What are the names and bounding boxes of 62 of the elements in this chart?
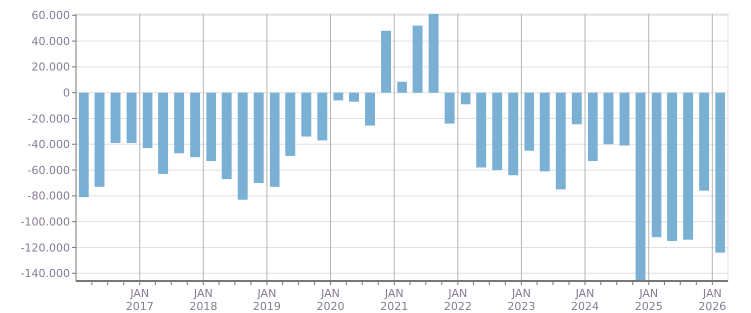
bar	[652, 92, 662, 238]
bar	[699, 92, 710, 191]
bar	[126, 92, 137, 143]
x-tick-label: JAN 2024	[570, 287, 599, 313]
bar	[174, 92, 184, 154]
y-tick-label: -140.000	[20, 267, 70, 280]
x-tick-label: JAN 2022	[444, 287, 472, 313]
bar	[460, 92, 470, 104]
bar	[572, 92, 582, 124]
bar	[301, 92, 312, 137]
bar	[94, 92, 104, 187]
x-tick-label: JAN 2021	[380, 287, 408, 313]
bar	[349, 92, 359, 102]
y-tick-label: 60.000	[32, 9, 70, 22]
y-tick-label: -100.000	[20, 216, 70, 229]
bar	[715, 92, 725, 253]
bar	[683, 92, 694, 240]
bar	[397, 82, 407, 93]
y-tick-label: 0	[63, 86, 70, 100]
bar	[508, 92, 518, 176]
bar	[254, 92, 264, 183]
bar	[285, 92, 296, 156]
bar	[222, 92, 232, 180]
bar	[556, 92, 566, 190]
bar	[110, 92, 121, 143]
bar	[476, 92, 486, 168]
bar	[412, 26, 423, 93]
y-tick-label: -80.000	[28, 190, 70, 203]
bar	[540, 92, 550, 172]
y-tick-label: 20.000	[32, 60, 70, 74]
bar	[365, 92, 376, 126]
x-tick-label: JAN 2023	[507, 287, 536, 313]
x-tick-label: JAN 2018	[189, 287, 218, 313]
x-tick-label: JAN 2020	[316, 287, 344, 313]
x-tick-label: JAN 2017	[126, 287, 154, 313]
x-tick-label: JAN 2025	[634, 287, 663, 313]
y-tick-label: 40.000	[32, 34, 70, 48]
bar	[381, 30, 392, 93]
bar	[620, 92, 630, 146]
y-tick-label: -20.000	[28, 112, 70, 126]
bar	[428, 14, 439, 93]
bar	[667, 92, 678, 242]
bar	[270, 92, 280, 187]
bar	[78, 92, 89, 198]
bar	[588, 92, 598, 162]
bar	[604, 92, 614, 144]
bar	[142, 92, 152, 148]
bar	[206, 92, 216, 162]
y-tick-label: -40.000	[28, 138, 70, 152]
bar	[158, 92, 168, 174]
bar	[524, 92, 534, 151]
y-tick-label: -120.000	[20, 241, 70, 254]
x-tick-label: JAN 2019	[252, 287, 281, 313]
bar	[492, 92, 502, 170]
bar	[636, 92, 646, 281]
bar	[190, 92, 200, 158]
bar	[317, 92, 328, 140]
bar	[333, 92, 344, 100]
bar	[444, 92, 455, 124]
bar	[238, 92, 248, 200]
y-tick-label: -60.000	[28, 164, 70, 177]
x-tick-label: JAN 2026	[698, 287, 726, 313]
